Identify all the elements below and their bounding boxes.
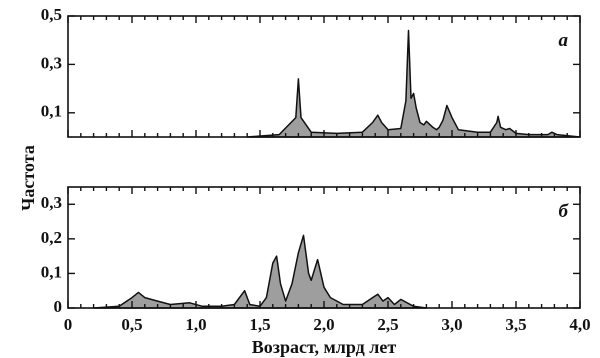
- y-tick-label-1-2: 0,1: [41, 262, 62, 281]
- x-tick-label-5: 2,5: [377, 315, 398, 334]
- x-tick-label-4: 2,0: [313, 315, 334, 334]
- x-tick-label-2: 1,0: [185, 315, 206, 334]
- panel-1: 0,3 0,2 0,1 0 б: [41, 186, 581, 316]
- x-tick-label-8: 4,0: [569, 315, 590, 334]
- series-area-1-0: [92, 234, 428, 309]
- panel-label-1: б: [559, 201, 570, 222]
- y-tick-label-1-0: 0,3: [41, 193, 62, 212]
- y-tick-label-1-3: 0: [54, 297, 63, 316]
- y-tick-label-0-0: 0,5: [41, 5, 62, 24]
- plot-frame-0: [67, 15, 581, 138]
- x-tick-label-7: 3,5: [505, 315, 526, 334]
- y-tick-label-0-2: 0,1: [41, 102, 62, 121]
- panels-layer: 0,5 0,3 0,1 а 0,3 0,2 0,1 0 б 0 0,5 1,0 1,5 2,0 2,5 3,0…: [41, 5, 591, 334]
- x-axis-title: Возраст, млрд лет: [252, 337, 397, 357]
- series-area-0-0: [246, 29, 581, 138]
- panel-label-0: а: [559, 30, 569, 51]
- y-tick-label-0-1: 0,3: [41, 53, 62, 72]
- y-axis-title: Частота: [18, 145, 38, 211]
- x-tick-label-0: 0: [64, 315, 73, 334]
- x-tick-label-1: 0,5: [121, 315, 142, 334]
- x-tick-label-3: 1,5: [249, 315, 270, 334]
- panel-0: 0,5 0,3 0,1 а: [41, 5, 581, 138]
- x-tick-label-6: 3,0: [441, 315, 462, 334]
- y-tick-label-1-1: 0,2: [41, 228, 62, 247]
